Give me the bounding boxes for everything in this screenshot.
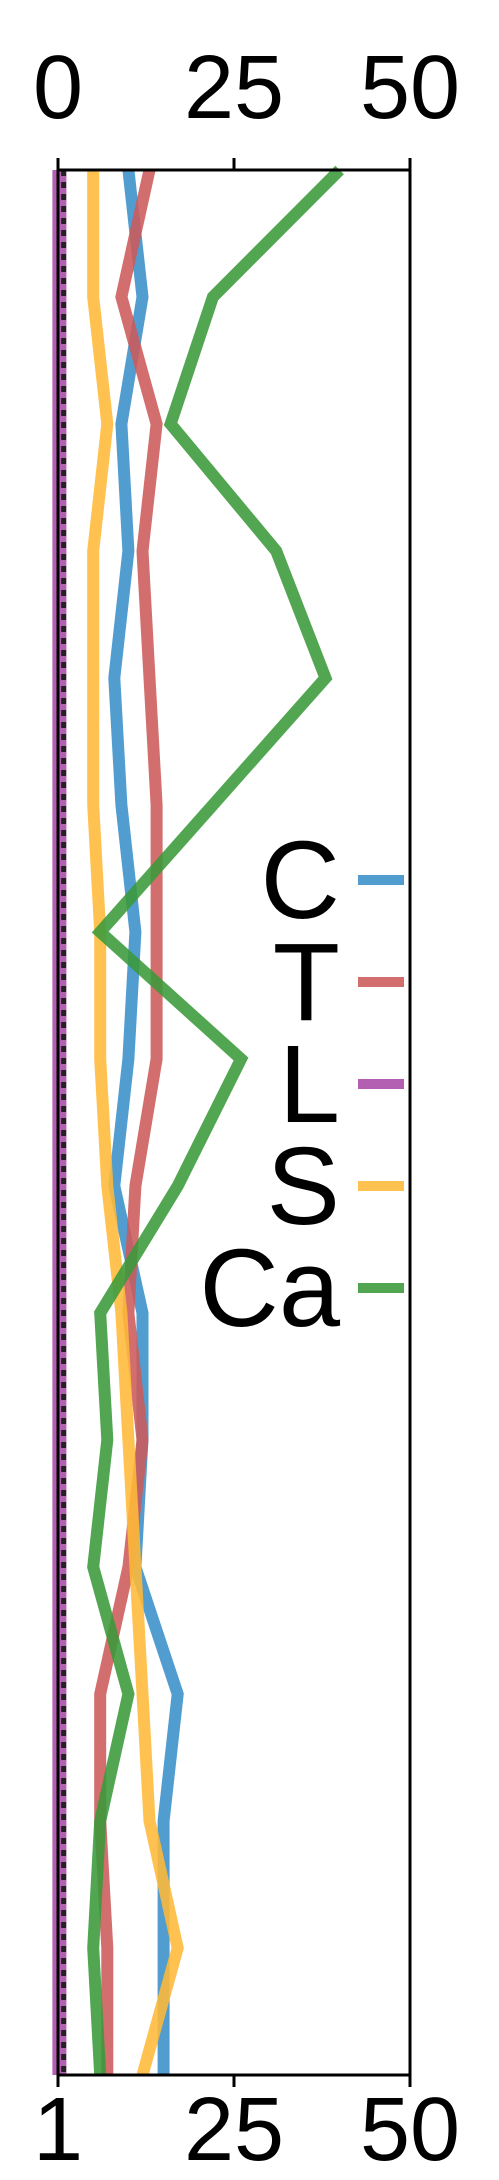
legend-label-c: C [261,819,340,942]
legend-label-s: S [267,1125,340,1248]
legend-label-ca: Ca [199,1227,340,1350]
legend-label-t: T [273,921,340,1044]
series-line-t [94,168,163,2075]
top-tick-label: 50 [360,38,460,138]
top-tick-label: 25 [184,38,284,138]
bottom-tick-label: 25 [184,2080,284,2180]
axis-layer: 0 1 25 25 50 50 [33,38,460,2180]
series-line-c [108,169,184,2075]
top-tick-label: 0 [33,38,83,138]
bottom-tick-label: 50 [360,2080,460,2180]
legend-label-l: L [279,1023,340,1146]
bottom-tick-label: 1 [33,2080,83,2180]
series-line-s [87,170,184,2077]
series-line-ca [87,165,344,2076]
